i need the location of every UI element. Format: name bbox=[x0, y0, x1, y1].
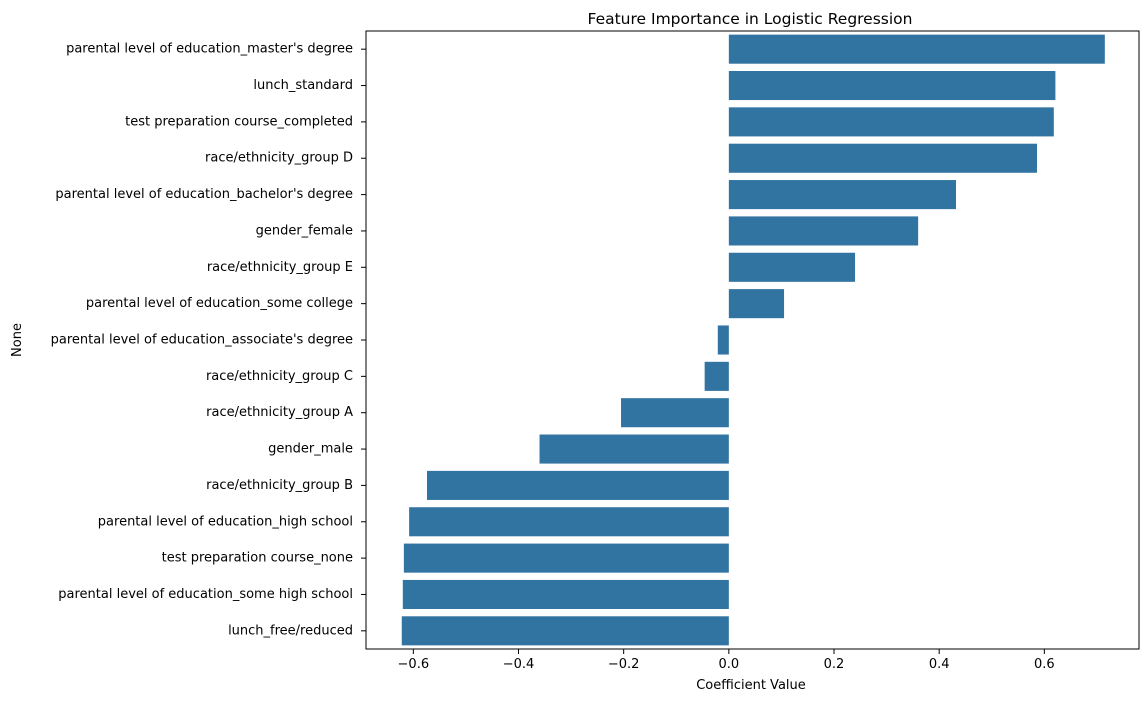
x-tick-label: 0.0 bbox=[718, 657, 739, 672]
bar bbox=[402, 579, 729, 610]
y-tick-label: parental level of education_bachelor's d… bbox=[55, 187, 353, 202]
bar bbox=[717, 325, 729, 355]
y-tick-label: race/ethnicity_group A bbox=[206, 405, 353, 420]
bar bbox=[728, 143, 1037, 173]
y-tick-label: parental level of education_some high sc… bbox=[58, 587, 353, 602]
bar bbox=[401, 616, 729, 646]
x-tick-label: 0.4 bbox=[929, 657, 950, 672]
x-axis-label: Coefficient Value bbox=[696, 678, 806, 693]
y-tick-label: parental level of education_associate's … bbox=[51, 333, 353, 348]
bar bbox=[728, 289, 785, 319]
plot-frame bbox=[365, 30, 1140, 650]
y-tick-label: test preparation course_none bbox=[162, 551, 353, 566]
x-tick-label: 0.2 bbox=[824, 657, 845, 672]
y-axis-label: None bbox=[10, 323, 25, 357]
x-tick-label: −0.2 bbox=[608, 657, 640, 672]
bar bbox=[728, 34, 1105, 64]
bar bbox=[728, 70, 1056, 101]
bar bbox=[403, 543, 729, 573]
x-axis-ticks: −0.6 −0.4 −0.2 0.0 0.2 0.4 0.6 bbox=[398, 649, 1055, 672]
y-axis-ticks: parental level of education_master's deg… bbox=[51, 42, 366, 638]
y-tick-label: gender_male bbox=[268, 442, 353, 457]
y-tick-label: race/ethnicity_group C bbox=[206, 369, 353, 384]
y-tick-label: race/ethnicity_group B bbox=[206, 478, 353, 493]
bar bbox=[409, 507, 729, 537]
x-tick-label: 0.6 bbox=[1034, 657, 1055, 672]
y-tick-label: parental level of education_some college bbox=[86, 296, 353, 311]
y-tick-label: lunch_standard bbox=[253, 78, 353, 93]
bar bbox=[704, 361, 729, 391]
bar bbox=[728, 180, 957, 210]
y-tick-label: lunch_free/reduced bbox=[228, 623, 353, 638]
bar bbox=[728, 252, 856, 282]
x-tick-label: −0.6 bbox=[398, 657, 430, 672]
y-tick-label: parental level of education_master's deg… bbox=[66, 42, 353, 57]
x-tick-label: −0.4 bbox=[503, 657, 535, 672]
bar bbox=[621, 398, 729, 428]
bar bbox=[728, 107, 1054, 137]
y-tick-label: parental level of education_high school bbox=[98, 514, 353, 529]
bars-layer bbox=[401, 34, 1105, 646]
y-tick-label: test preparation course_completed bbox=[125, 114, 353, 129]
y-tick-label: race/ethnicity_group D bbox=[205, 151, 353, 166]
bar bbox=[728, 216, 919, 246]
bar bbox=[539, 434, 729, 464]
chart-title: Feature Importance in Logistic Regressio… bbox=[588, 10, 913, 28]
y-tick-label: race/ethnicity_group E bbox=[207, 260, 353, 275]
bar bbox=[426, 470, 729, 500]
y-tick-label: gender_female bbox=[256, 223, 353, 238]
